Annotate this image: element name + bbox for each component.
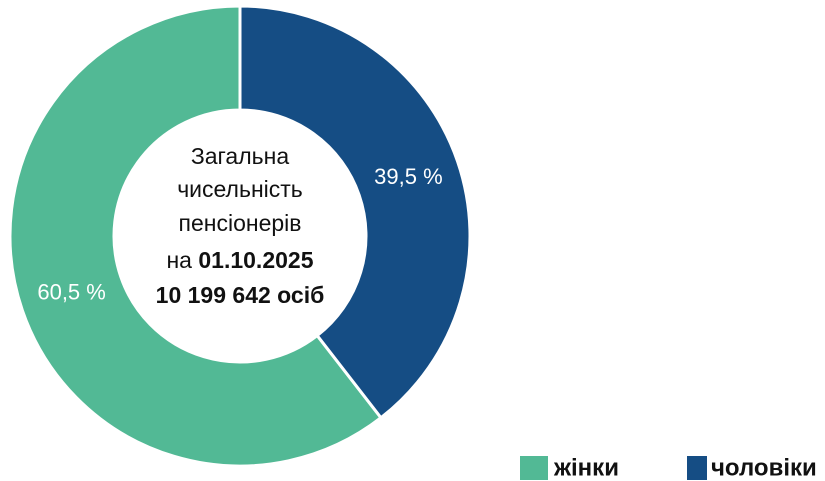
legend-label: чоловіки: [711, 454, 817, 481]
donut: [8, 4, 472, 468]
legend-label: жінки: [553, 454, 619, 481]
slice: [238, 4, 472, 420]
slice: [8, 4, 384, 468]
legend-swatch: [687, 456, 707, 480]
center-date: на 01.10.2025: [166, 247, 313, 273]
center-text: пенсіонерів: [179, 210, 302, 236]
value-label: 39,5 %: [374, 164, 443, 189]
legend-swatch: [520, 456, 548, 480]
value-label: 60,5 %: [37, 279, 106, 304]
center-text: чисельність: [177, 176, 303, 202]
date-prefix: на: [166, 247, 192, 273]
center-text: Загальна: [191, 143, 289, 169]
center-total: 10 199 642 осіб: [156, 282, 325, 308]
date: 01.10.2025: [198, 247, 313, 273]
